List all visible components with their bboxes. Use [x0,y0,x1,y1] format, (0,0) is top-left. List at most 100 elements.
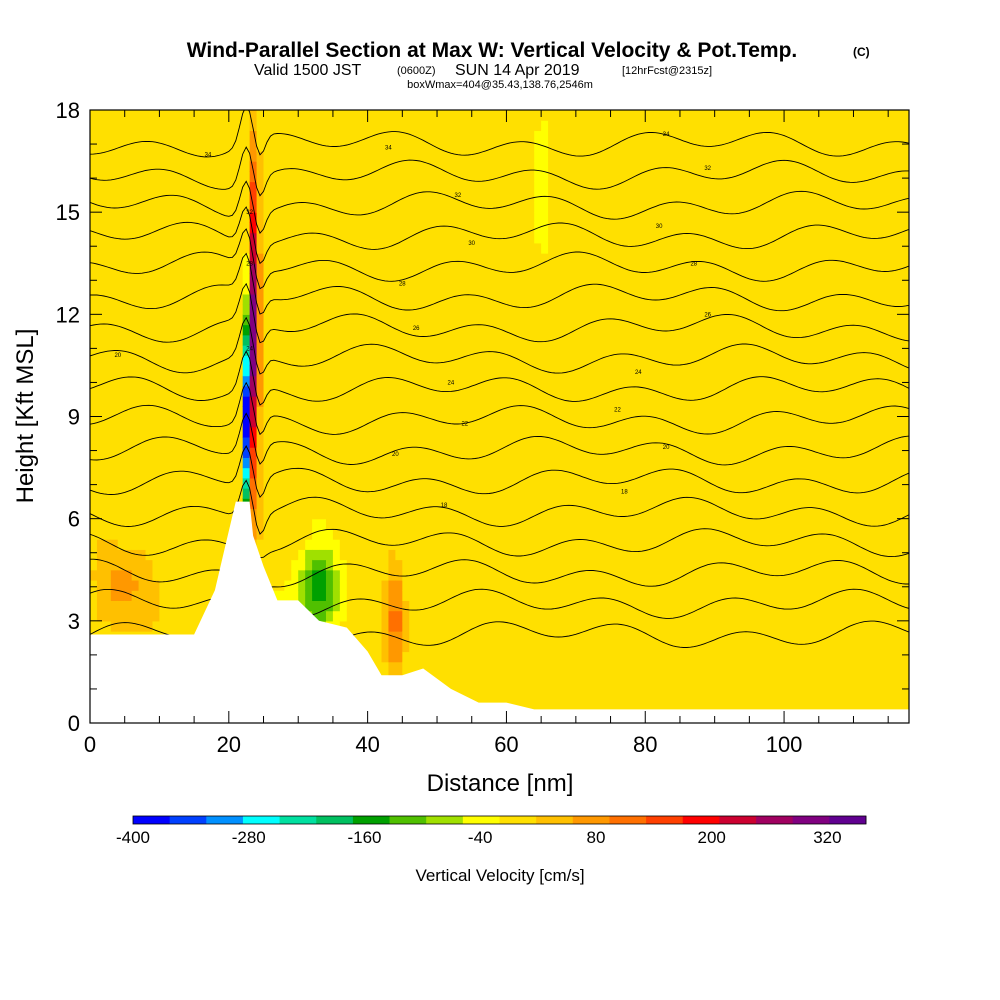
w-field-cell [388,334,396,346]
w-field-cell [277,518,285,530]
w-field-cell [325,120,334,132]
w-field-cell [478,355,487,367]
w-field-cell [443,631,452,642]
w-field-cell [388,590,396,601]
w-field-cell [513,671,521,683]
w-field-cell [555,293,563,305]
w-field-cell [450,314,459,326]
w-field-cell [443,334,452,346]
w-field-cell [548,161,556,172]
w-field-cell [471,334,480,346]
w-field-cell [339,579,348,591]
w-field-cell [423,201,431,213]
w-field-cell [513,539,521,550]
w-field-cell [652,406,660,418]
w-field-cell [492,610,501,622]
w-field-cell [395,273,403,285]
w-field-cell [645,610,653,622]
w-field-cell [457,222,466,234]
w-field-cell [464,140,473,152]
w-field-cell [339,324,348,336]
w-field-cell [339,447,348,458]
w-field-cell [402,651,410,663]
w-field-cell [582,702,591,714]
w-field-cell [305,242,313,254]
w-field-cell [478,273,487,285]
w-field-cell [152,477,161,489]
w-field-cell [450,590,459,601]
w-field-cell [388,457,396,469]
w-field-cell [471,283,480,295]
w-field-cell [485,181,494,193]
w-field-cell [652,600,660,612]
w-field-cell [228,324,237,336]
w-field-cell [242,171,251,183]
w-field-cell [166,569,174,581]
w-field-cell [291,120,299,132]
w-field-cell [409,263,417,275]
w-field-cell [603,355,612,367]
w-field-cell [450,406,459,418]
w-field-cell [416,253,424,264]
w-field-cell [346,600,355,612]
w-field-cell [339,426,348,438]
w-field-cell [263,201,272,213]
w-field-cell [409,539,417,550]
w-field-cell [138,263,147,275]
w-field-cell [443,324,452,336]
w-field-cell [596,447,605,458]
w-field-cell [430,579,438,591]
w-field-cell [541,385,549,397]
w-field-cell [582,477,591,489]
w-field-cell [374,518,383,530]
w-field-cell [214,140,223,152]
w-field-cell [416,181,424,193]
w-field-cell [527,610,535,622]
w-field-cell [402,477,410,489]
w-field-cell [131,590,140,601]
w-field-cell [638,467,646,479]
w-field-cell [284,518,292,530]
w-field-cell [367,610,376,622]
w-field-cell [582,171,591,183]
w-field-cell [534,488,542,499]
w-field-cell [284,181,292,193]
w-field-cell [235,273,244,285]
w-field-cell [485,447,494,458]
w-field-cell [506,396,514,407]
w-field-cell [645,467,653,479]
w-field-cell [589,150,598,162]
w-field-cell [249,344,258,356]
w-field-cell [207,232,216,244]
w-field-cell [90,130,98,142]
w-field-cell [180,447,188,458]
w-field-cell [409,355,417,367]
w-field-cell [603,171,612,183]
w-field-cell [360,416,369,428]
w-field-cell [534,140,542,152]
w-field-cell [207,273,216,285]
w-field-cell [541,212,549,223]
w-field-cell [381,488,390,499]
w-field-cell [173,385,181,397]
w-field-cell [291,191,299,203]
w-field-cell [305,150,313,162]
w-field-cell [610,610,619,622]
w-field-cell [568,610,577,622]
w-field-cell [124,293,133,305]
w-field-cell [513,171,521,183]
w-field-cell [430,263,438,275]
w-field-cell [360,110,369,121]
w-field-cell [450,171,459,183]
w-field-cell [555,467,563,479]
w-field-cell [381,191,390,203]
w-field-cell [110,212,119,223]
w-field-cell [242,181,251,193]
w-field-cell [312,457,320,469]
w-field-cell [138,324,147,336]
w-field-cell [187,120,195,132]
w-field-cell [499,355,508,367]
w-field-cell [457,242,466,254]
w-field-cell [194,171,202,183]
w-field-cell [527,181,535,193]
